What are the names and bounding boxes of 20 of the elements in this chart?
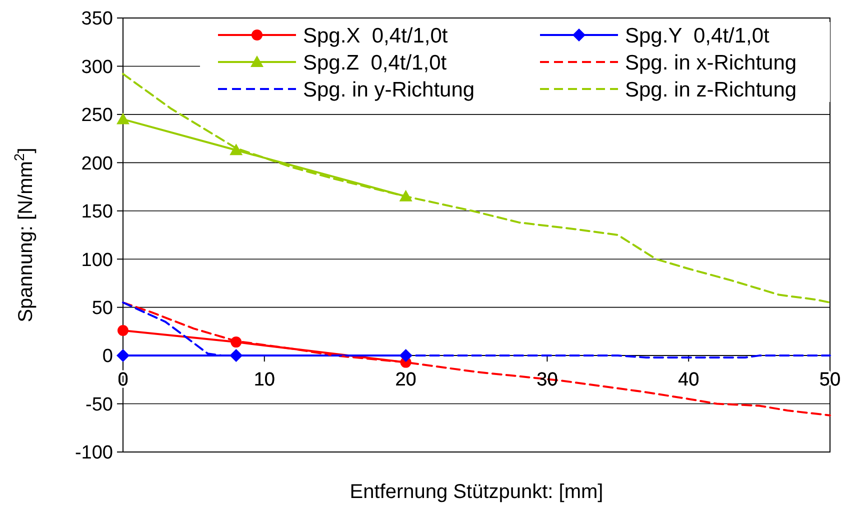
- x-tick-label: 10: [254, 370, 275, 391]
- legend-label: Spg.Z 0,4t/1,0t: [303, 51, 447, 74]
- legend-label: Spg.Y 0,4t/1,0t: [625, 24, 770, 48]
- y-tick-label: -100: [74, 442, 113, 464]
- legend-label: Spg. in y-Richtung: [303, 78, 475, 102]
- y-tick-label: 200: [81, 153, 113, 174]
- y-tick-label: 0: [102, 346, 113, 368]
- y-tick-label: 50: [92, 298, 113, 319]
- y-tick-label: 350: [81, 8, 113, 30]
- y-tick-label: 100: [81, 250, 113, 271]
- x-tick-label: 40: [678, 370, 700, 391]
- y-tick-label: 250: [81, 105, 113, 126]
- y-tick-label: -50: [86, 394, 113, 416]
- legend-label: Spg. in z-Richtung: [625, 78, 797, 102]
- x-tick-label: 20: [395, 370, 416, 391]
- y-tick-label: 300: [81, 56, 113, 78]
- legend-label: Spg.X 0,4t/1,0t: [303, 24, 448, 48]
- legend-label: Spg. in x-Richtung: [625, 51, 797, 74]
- y-tick-label: 150: [81, 202, 113, 223]
- x-axis-title: Entfernung Stützpunkt: [mm]: [350, 481, 604, 503]
